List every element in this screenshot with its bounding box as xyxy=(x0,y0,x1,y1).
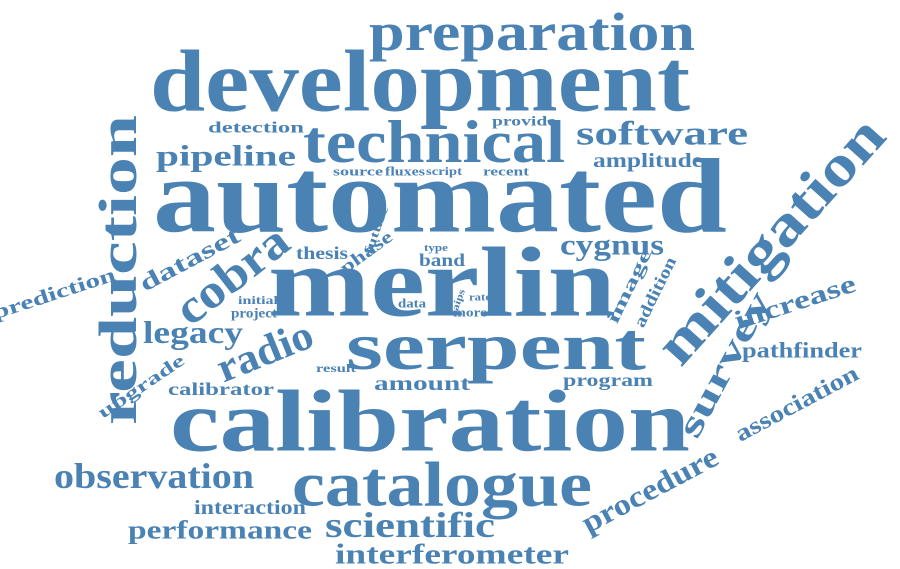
word-provide: provide xyxy=(492,115,556,130)
word-pathfinder: pathfinder xyxy=(742,338,862,363)
word-rate: rate xyxy=(469,293,492,304)
word-catalogue: catalogue xyxy=(292,449,592,520)
word-calibrator: calibrator xyxy=(168,379,274,399)
word-scientific: scientific xyxy=(325,505,495,545)
word-observation: observation xyxy=(54,456,254,496)
word-cygnus: cygnus xyxy=(560,229,664,262)
word-interferometer: interferometer xyxy=(335,540,569,569)
word-more: more xyxy=(453,305,487,320)
word-script: script xyxy=(426,164,462,178)
word-initial: initial xyxy=(238,293,279,307)
word-performance: performance xyxy=(128,516,312,545)
word-technical: technical xyxy=(303,109,565,175)
word-thesis: thesis xyxy=(296,243,348,263)
word-legacy: legacy xyxy=(143,314,243,350)
word-calibration: calibration xyxy=(170,374,690,471)
word-development: development xyxy=(150,34,690,131)
word-amount: amount xyxy=(374,373,470,395)
word-automated: automated xyxy=(153,138,727,255)
word-serpent: serpent xyxy=(346,308,646,384)
word-band: band xyxy=(419,250,465,270)
word-pipeline: pipeline xyxy=(156,140,296,173)
word-software: software xyxy=(576,116,748,153)
word-detection: detection xyxy=(208,120,304,137)
word-merlin: merlin xyxy=(268,227,616,338)
word-project: project xyxy=(231,307,277,322)
word-program: program xyxy=(563,370,653,390)
word-data: data xyxy=(398,296,427,311)
word-association: association xyxy=(731,361,863,448)
word-result: result xyxy=(316,361,356,375)
word-interaction: interaction xyxy=(194,497,306,519)
word-recent: recent xyxy=(483,164,530,179)
word-reduction: reduction xyxy=(88,115,148,425)
word-source: source xyxy=(333,164,383,179)
word-type: type xyxy=(424,242,448,254)
word-preparation: preparation xyxy=(369,2,695,62)
word-amplitude: amplitude xyxy=(593,150,703,172)
word-fluxes: fluxes xyxy=(385,164,425,179)
